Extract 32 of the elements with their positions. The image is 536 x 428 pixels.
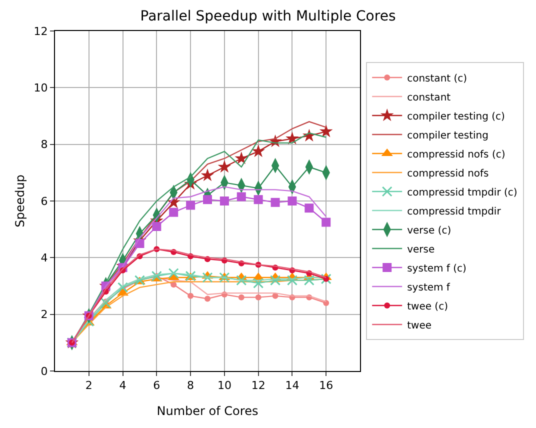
legend-label: system f (c) — [407, 263, 467, 274]
y-tick-label: 6 — [40, 194, 48, 208]
legend-label: compiler testing — [407, 130, 488, 142]
legend-label: compressid tmpdir — [407, 206, 502, 218]
x-tick-label: 14 — [285, 379, 300, 392]
legend-label: compressid nofs (c) — [407, 149, 506, 160]
x-tick-label: 8 — [187, 379, 194, 392]
legend-label: compiler testing (c) — [407, 111, 506, 122]
y-tick-label: 12 — [34, 24, 48, 38]
legend-label: system f — [407, 282, 450, 294]
x-axis-title: Number of Cores — [156, 404, 258, 418]
legend-label: constant (c) — [407, 73, 468, 84]
legend-label: twee (c) — [407, 301, 448, 312]
legend-label: constant — [407, 92, 451, 104]
y-axis-title: Speedup — [13, 174, 28, 228]
x-tick-label: 12 — [251, 379, 266, 392]
x-tick-label: 10 — [217, 379, 232, 392]
x-tick-label: 16 — [319, 379, 334, 392]
y-tick-label: 2 — [40, 308, 48, 322]
x-tick-label: 6 — [153, 379, 160, 392]
y-tick-label: 4 — [40, 252, 48, 265]
y-tick-label: 10 — [34, 82, 48, 95]
chart-title: Parallel Speedup with Multiple Cores — [140, 8, 396, 24]
legend-label: compressid tmpdir (c) — [407, 187, 518, 198]
x-tick-label: 4 — [119, 379, 126, 392]
legend-label: verse — [407, 244, 435, 256]
x-tick-label: 2 — [85, 379, 92, 392]
legend-label: twee — [407, 320, 432, 332]
legend-label: verse (c) — [407, 225, 452, 236]
y-tick-label: 8 — [40, 138, 48, 152]
y-tick-label: 0 — [40, 364, 48, 378]
legend-label: compressid nofs — [407, 168, 489, 180]
